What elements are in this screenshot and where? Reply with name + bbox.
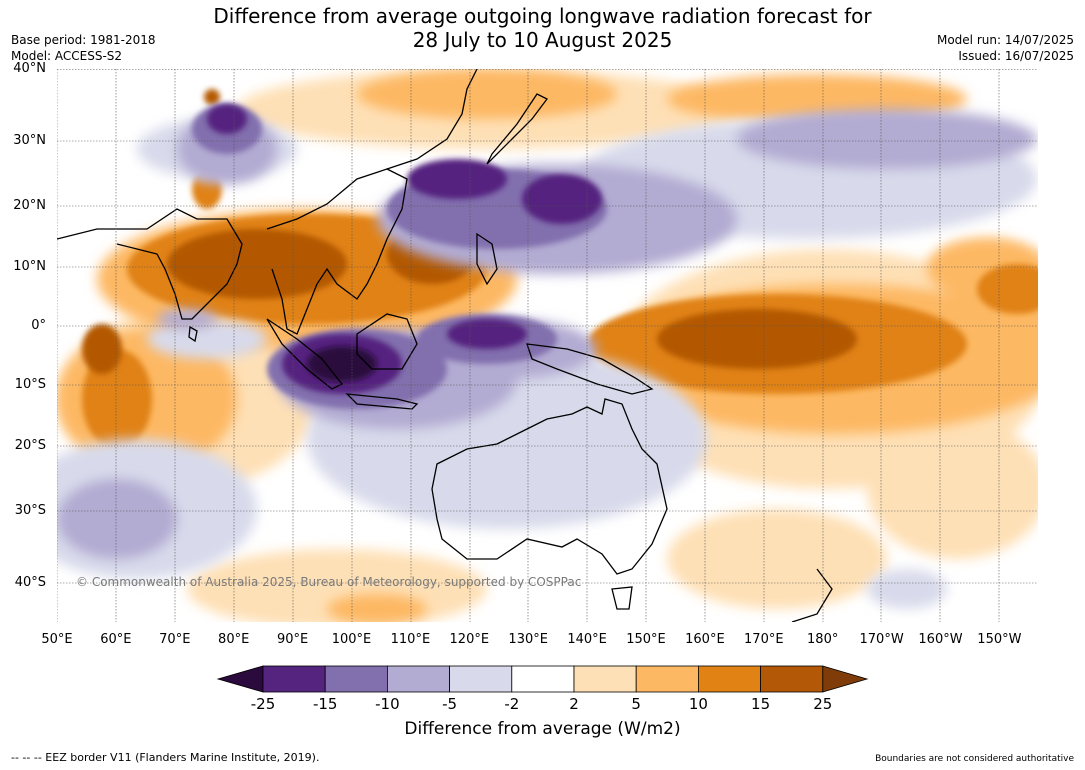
map-title: Difference from average outgoing longwav… <box>0 4 1085 52</box>
model-run: Model run: 14/07/2025 <box>936 33 1074 47</box>
longitude-label: 110°E <box>390 632 431 647</box>
china-coastline <box>386 69 478 170</box>
longitude-label: 160°W <box>918 632 963 647</box>
philippines-coastline <box>476 232 498 286</box>
tasmania-coastline <box>611 586 633 610</box>
graticule <box>57 69 1038 622</box>
latitude-label: 10°N <box>13 259 46 274</box>
colorbar-tick-label: -2 <box>504 695 520 713</box>
latitude-label: 0° <box>31 318 46 333</box>
colorbar-tick-label: 5 <box>631 695 641 713</box>
indochina-coastline <box>266 168 408 335</box>
borneo-coastline <box>356 313 418 370</box>
coastlines <box>57 69 833 622</box>
negative-anomaly-extreme <box>307 346 377 382</box>
latitude-label: 40°S <box>14 575 46 590</box>
longitude-label: 150°W <box>977 632 1022 647</box>
latitude-label: 10°S <box>14 377 46 392</box>
longitude-label: 150°E <box>626 632 666 647</box>
sumatra-coastline <box>266 318 344 390</box>
anomaly-field <box>57 69 1038 622</box>
colorbar-tick-label: 15 <box>751 695 771 713</box>
australia-coastline <box>431 398 668 575</box>
meta-right: Model run: 14/07/2025 Issued: 16/07/2025 <box>937 32 1074 64</box>
new-guinea-coastline <box>526 343 654 395</box>
new-zealand-coastline <box>791 568 833 622</box>
colorbar-swatch <box>324 665 388 693</box>
colorbar-tick-label: 2 <box>569 695 579 713</box>
colorbar-swatch <box>760 665 824 693</box>
longitude-label: 140°E <box>567 632 607 647</box>
colorbar-swatch <box>698 665 762 693</box>
title-line-1: Difference from average outgoing longwav… <box>213 4 872 28</box>
longitude-label: 170°W <box>859 632 904 647</box>
colorbar <box>216 665 869 693</box>
longitude-label: 50°E <box>41 632 73 647</box>
colorbar-arrow-min <box>216 665 264 693</box>
longitude-label: 120°E <box>449 632 490 647</box>
anomaly-map <box>57 69 1038 622</box>
colorbar-arrow-max <box>822 665 869 693</box>
model-name: Model: ACCESS-S2 <box>11 49 123 63</box>
issued-date: Issued: 16/07/2025 <box>958 49 1074 63</box>
longitude-label: 80°E <box>218 632 250 647</box>
colorbar-tick-label: -25 <box>250 695 276 713</box>
longitude-label: 90°E <box>276 632 309 647</box>
colorbar-tick-label: 10 <box>688 695 708 713</box>
colorbar-tick-label: -15 <box>312 695 338 713</box>
colorbar-swatch <box>511 665 575 693</box>
longitude-label: 170°E <box>744 632 784 647</box>
negative-anomaly-very-strong <box>207 104 602 394</box>
java-coastline <box>345 393 419 410</box>
longitude-label: 100°E <box>331 632 372 647</box>
meta-left: Base period: 1981-2018 Model: ACCESS-S2 <box>11 32 156 64</box>
longitude-label: 70°E <box>159 632 191 647</box>
india-coastline <box>57 208 243 320</box>
sri-lanka-coastline <box>188 325 198 343</box>
latitude-label: 20°N <box>13 198 46 213</box>
eez-border-note: -- -- -- EEZ border V11 (Flanders Marine… <box>11 751 320 764</box>
colorbar-tick-label: -5 <box>442 695 458 713</box>
longitude-label: 160°E <box>685 632 725 647</box>
colorbar-tick-label: -10 <box>375 695 400 713</box>
colorbar-title: Difference from average (W/m2) <box>404 719 681 739</box>
colorbar-swatch <box>635 665 699 693</box>
colorbar-swatch <box>573 665 637 693</box>
longitude-label: 180° <box>807 632 839 647</box>
japan-coastline <box>486 93 548 165</box>
latitude-label: 40°N <box>13 61 46 76</box>
colorbar-tick-label: 25 <box>813 695 833 713</box>
copyright-notice: © Commonwealth of Australia 2025, Bureau… <box>76 575 582 589</box>
boundaries-disclaimer: Boundaries are not considered authoritat… <box>875 754 1074 764</box>
latitude-label: 30°S <box>14 503 46 518</box>
longitude-label: 130°E <box>508 632 548 647</box>
base-period: Base period: 1981-2018 <box>11 33 156 47</box>
colorbar-swatch <box>386 665 450 693</box>
latitude-label: 30°N <box>13 133 46 148</box>
colorbar-swatch <box>262 665 326 693</box>
longitude-label: 60°E <box>100 632 132 647</box>
colorbar-swatch <box>449 665 513 693</box>
latitude-label: 20°S <box>14 438 46 453</box>
title-line-2: 28 July to 10 August 2025 <box>412 28 673 52</box>
